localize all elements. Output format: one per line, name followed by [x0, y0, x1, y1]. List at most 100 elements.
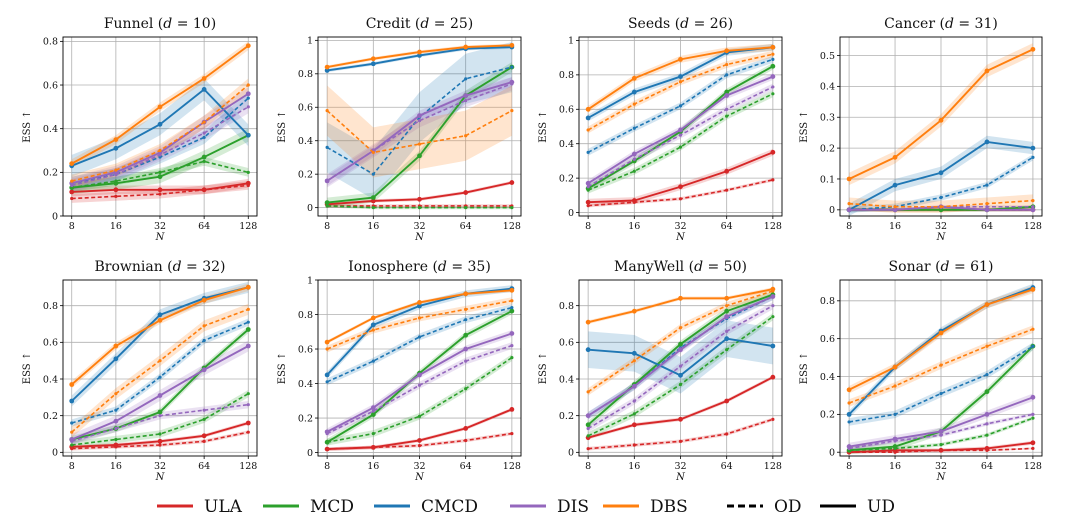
band-mcd-od	[71, 390, 249, 449]
data-point	[678, 372, 683, 378]
tick-labels: 8 16 32 64 128 0 0.2 0.4 0.6 0.8	[820, 296, 1042, 472]
data-point	[585, 347, 591, 353]
data-point	[725, 73, 729, 77]
data-point	[771, 304, 775, 308]
data-point	[631, 89, 637, 95]
y-tick-label: 0.4	[559, 374, 574, 385]
data-point	[678, 326, 683, 330]
band-dbs-od	[71, 78, 249, 188]
panel-7: 8 16 32 64 128 0 0.2 0.4 0.6 0.8 ManyWell (d = 50)…	[538, 259, 783, 483]
series-dbs-od	[586, 52, 775, 132]
data-point	[157, 187, 163, 193]
y-tick-label: 0.8	[298, 310, 313, 321]
data-point	[846, 387, 852, 393]
data-point	[846, 207, 852, 213]
series-line	[326, 83, 513, 182]
data-point	[417, 142, 422, 146]
y-tick-label: 0.2	[298, 169, 313, 180]
panel-8: 8 16 32 64 128 0 0.2 0.4 0.6 0.8 Sonar (d = 61) N ES…	[799, 259, 1043, 483]
data-point	[202, 408, 206, 412]
y-tick-label: 0	[829, 205, 835, 216]
data-point	[510, 306, 514, 310]
series-dbs-ud	[69, 43, 251, 167]
data-point	[631, 308, 637, 314]
x-axis-label: N	[936, 472, 947, 483]
band-dis-ud	[849, 393, 1033, 451]
data-point	[632, 169, 636, 173]
series-line	[587, 93, 774, 191]
data-point	[246, 105, 250, 109]
data-point	[417, 119, 422, 123]
x-axis-label: N	[155, 472, 166, 483]
data-point	[246, 320, 250, 324]
data-point	[509, 287, 515, 293]
series-dbs-od	[325, 109, 514, 155]
data-point	[585, 413, 591, 419]
x-tick-label: 8	[585, 461, 591, 472]
data-point	[158, 170, 162, 174]
data-point	[770, 149, 776, 155]
y-tick-label: 0.3	[820, 113, 835, 124]
data-point	[509, 308, 515, 314]
data-point	[1030, 440, 1036, 446]
x-tick-label: 8	[69, 221, 75, 232]
data-point	[70, 421, 74, 425]
data-point	[585, 199, 591, 205]
data-point	[246, 83, 250, 87]
data-point	[678, 145, 683, 149]
data-point	[370, 56, 376, 62]
data-point	[586, 447, 590, 451]
data-point	[770, 286, 776, 292]
data-point	[771, 315, 775, 319]
y-tick-label: 0.2	[43, 411, 58, 422]
data-point	[585, 180, 591, 186]
band-dbs-ud	[71, 283, 249, 389]
panel-2: 8 16 32 64 128 0 0.2 0.4 0.6 0.8 1 Credit (d = 25) N…	[277, 16, 522, 243]
data-point	[1031, 198, 1035, 203]
data-point	[246, 403, 250, 407]
y-tick-label: 0.6	[820, 334, 835, 345]
series-dis-od	[586, 304, 775, 431]
data-point	[202, 131, 206, 135]
data-point	[771, 417, 775, 421]
data-point	[114, 437, 118, 442]
y-tick-label: 0.2	[559, 173, 574, 184]
tick-labels: 8 16 32 64 128 0 0.2 0.4 0.6 0.8	[559, 301, 782, 472]
panel-title: Brownian (d = 32)	[94, 259, 225, 275]
legend-label: DIS	[557, 497, 589, 517]
data-point	[510, 299, 514, 303]
series-dbs-od	[70, 83, 250, 183]
data-point	[325, 347, 329, 351]
data-point	[158, 148, 162, 153]
data-point	[157, 104, 163, 110]
y-tick-label: 0	[568, 448, 574, 459]
data-point	[985, 183, 989, 187]
data-point	[678, 341, 683, 347]
data-point	[724, 314, 730, 320]
data-point	[202, 324, 206, 328]
data-point	[464, 206, 468, 210]
x-tick-label: 16	[110, 221, 122, 232]
series-dbs-ud	[585, 44, 776, 112]
series-ula-ud	[585, 149, 776, 205]
data-point	[202, 417, 206, 421]
y-tick-label: 0	[52, 211, 58, 222]
data-point	[631, 75, 637, 81]
data-point	[417, 53, 422, 58]
data-point	[463, 93, 469, 98]
data-point	[158, 443, 162, 447]
data-point	[770, 294, 776, 299]
y-tick-label: 0.8	[559, 70, 574, 81]
y-tick-label: 0	[307, 203, 313, 214]
band-dbs-od	[588, 50, 773, 134]
series-cmcd-od	[70, 320, 250, 425]
data-point	[201, 433, 207, 439]
data-point	[246, 430, 250, 434]
data-point	[725, 114, 729, 118]
x-tick-label: 8	[846, 221, 852, 232]
data-point	[510, 206, 514, 210]
band-dis-od	[71, 401, 249, 445]
data-point	[417, 316, 422, 320]
series-lines	[69, 284, 251, 451]
series-cmcd-od	[325, 306, 514, 384]
